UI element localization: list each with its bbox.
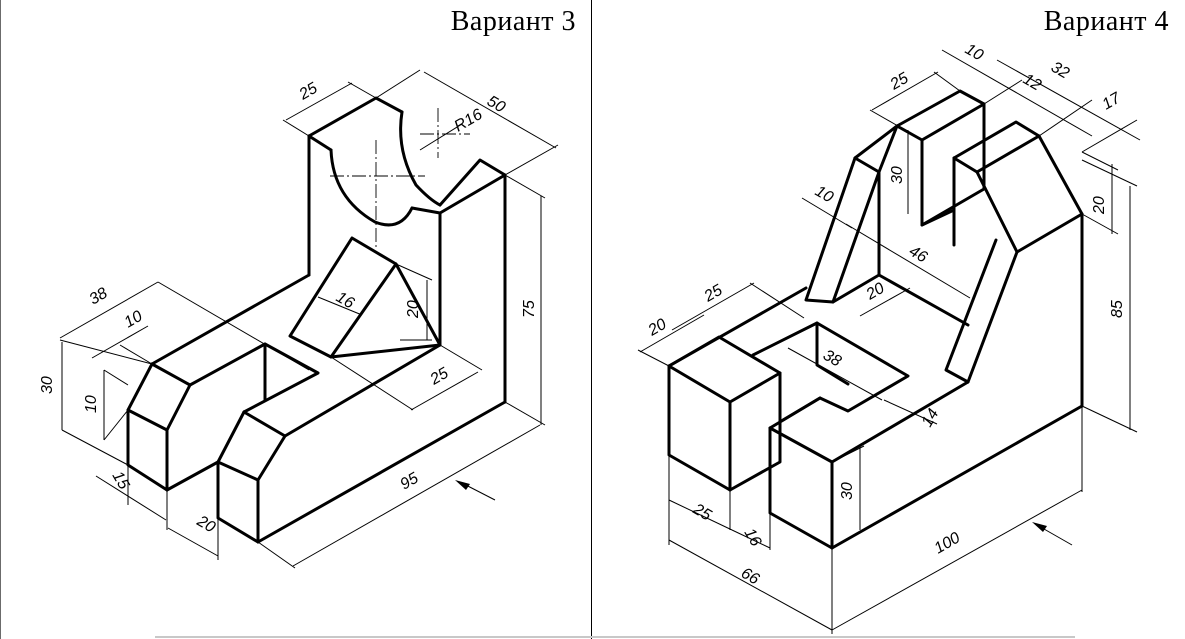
right-lug-top xyxy=(242,343,442,438)
scroll-edge xyxy=(155,636,1075,638)
back-block-front-top xyxy=(410,206,442,215)
dim-10-vertical: 10 xyxy=(83,395,100,413)
variant-4-part-outline xyxy=(667,89,1084,550)
back-block-top-front xyxy=(307,134,333,152)
variant-3-dimension-lines xyxy=(59,69,559,569)
left-cube-top xyxy=(667,335,782,404)
variant-3-part-outline xyxy=(126,96,507,544)
dim-38: 38 xyxy=(820,347,844,371)
dim-14: 14 xyxy=(919,406,943,430)
right-lug-bottom xyxy=(216,460,260,482)
slot-between-pillars xyxy=(920,208,956,227)
right-block-top-edge xyxy=(830,380,970,464)
base-front-bottom xyxy=(830,404,1084,550)
dim-46: 46 xyxy=(906,243,930,267)
dim-20-right: 20 xyxy=(1091,196,1108,215)
left-cube-front xyxy=(667,364,782,492)
left-lug-front xyxy=(126,362,192,492)
pillar-right-top xyxy=(952,120,1041,174)
dim-20-bottom: 20 xyxy=(193,512,218,536)
dim-25-top: 25 xyxy=(296,80,321,104)
dim-25-left: 25 xyxy=(701,282,726,306)
dim-25-bottom: 25 xyxy=(689,500,714,524)
pocket-inner xyxy=(815,321,850,386)
variant-3-title: Вариант 3 xyxy=(450,6,576,37)
dim-30: 30 xyxy=(39,376,56,394)
base-front-bottom xyxy=(256,400,507,544)
back-block-top-right xyxy=(438,158,507,347)
dim-10-top: 10 xyxy=(122,308,146,332)
dim-10-top: 10 xyxy=(962,41,986,65)
sheet-left-border xyxy=(0,0,1,639)
left-lug-bottom-edge xyxy=(126,408,169,432)
panel-divider xyxy=(591,0,592,639)
left-lug-top xyxy=(150,342,320,414)
variant-4-dimension-lines xyxy=(637,49,1141,634)
dim-20-rib: 20 xyxy=(405,300,422,319)
variant-3-dimension-texts: 25 50 R16 38 10 30 10 16 20 75 25 95 15 … xyxy=(39,80,538,537)
dim-32: 32 xyxy=(1048,59,1072,83)
dim-10-rib: 10 xyxy=(812,183,836,207)
dim-16: 16 xyxy=(333,289,357,313)
pillar-right-sloped xyxy=(975,134,1084,254)
dim-38: 38 xyxy=(87,285,111,309)
left-rib xyxy=(804,156,881,304)
variant-4-isometric-drawing: 10 25 12 32 17 30 20 10 46 20 85 20 25 3… xyxy=(637,41,1141,634)
pillar-left-top xyxy=(895,89,986,142)
base-rib-line xyxy=(831,273,970,327)
dim-85: 85 xyxy=(1109,300,1126,318)
variant-3-isometric-drawing: 25 50 R16 38 10 30 10 16 20 75 25 95 15 … xyxy=(39,69,559,569)
back-block-top-left xyxy=(307,96,404,138)
dim-17: 17 xyxy=(1100,89,1125,113)
variant-4-panel: Вариант 4 xyxy=(592,0,1185,639)
cylindrical-cut-front-arc xyxy=(329,148,414,227)
dim-30-pillar: 30 xyxy=(889,166,906,184)
base-top-back xyxy=(150,273,311,366)
cylindrical-cut-arc xyxy=(399,110,442,207)
dim-16: 16 xyxy=(741,526,765,550)
dim-50: 50 xyxy=(484,93,508,117)
right-block-top xyxy=(768,396,822,430)
dim-25-right: 25 xyxy=(427,365,452,389)
variant-3-panel: Вариант 3 xyxy=(0,0,592,639)
dim-75: 75 xyxy=(521,300,538,318)
right-rib xyxy=(944,238,1019,384)
dim-15: 15 xyxy=(109,469,133,493)
dim-95: 95 xyxy=(398,470,422,494)
dim-100: 100 xyxy=(932,529,964,557)
dim-25-top: 25 xyxy=(887,70,912,94)
pillar-left-side xyxy=(853,124,899,174)
dim-12: 12 xyxy=(1020,71,1044,95)
dim-66: 66 xyxy=(738,565,762,589)
dim-30-bottom: 30 xyxy=(839,482,856,500)
dim-20-left: 20 xyxy=(645,316,670,340)
variant-4-title: Вариант 4 xyxy=(1043,6,1169,37)
slot-bottom xyxy=(165,460,220,492)
right-lug-front xyxy=(216,410,287,544)
dim-r16: R16 xyxy=(452,106,486,135)
